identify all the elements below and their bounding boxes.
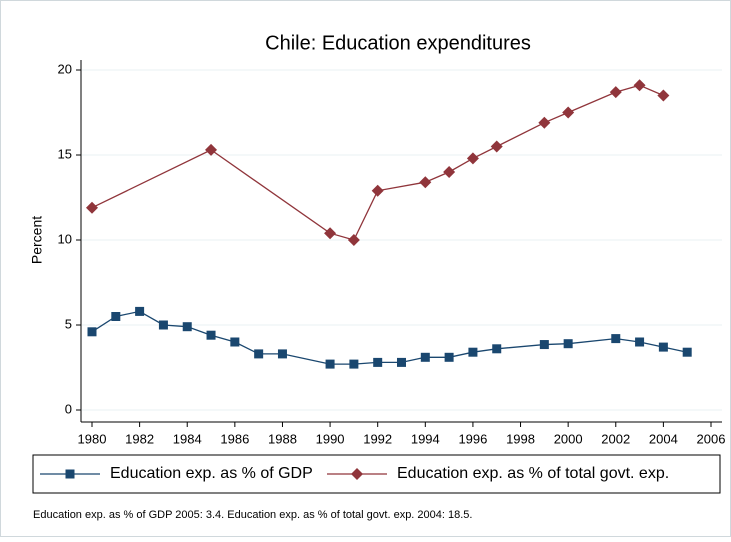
y-tick-label: 15 bbox=[58, 146, 72, 161]
data-point bbox=[86, 201, 98, 214]
data-point bbox=[443, 166, 456, 178]
x-tick-label: 1990 bbox=[316, 431, 345, 446]
y-axis-label: Percent bbox=[29, 216, 45, 264]
data-point bbox=[206, 330, 216, 340]
data-point bbox=[397, 357, 406, 367]
chart-title: Chile: Education expenditures bbox=[265, 32, 531, 54]
data-point bbox=[419, 176, 432, 189]
data-point bbox=[562, 106, 575, 119]
data-point bbox=[371, 184, 384, 197]
x-tick-label: 1994 bbox=[411, 431, 440, 446]
y-tick-label: 20 bbox=[58, 61, 72, 76]
data-point bbox=[205, 143, 218, 156]
y-tick-label: 0 bbox=[65, 401, 72, 416]
data-point bbox=[277, 349, 287, 359]
note: Education exp. as % of GDP 2005: 3.4. Ed… bbox=[33, 509, 472, 521]
data-point bbox=[492, 344, 502, 354]
data-point bbox=[444, 352, 454, 362]
data-point bbox=[135, 306, 145, 316]
data-point bbox=[87, 327, 97, 337]
data-point bbox=[349, 359, 359, 369]
data-point bbox=[611, 334, 621, 344]
data-point bbox=[468, 347, 478, 357]
x-tick-label: 2006 bbox=[697, 431, 726, 446]
x-tick-label: 2000 bbox=[554, 431, 583, 446]
data-point bbox=[539, 340, 549, 350]
data-point bbox=[563, 339, 573, 349]
data-point bbox=[347, 234, 360, 246]
x-tick-label: 1998 bbox=[506, 431, 535, 446]
x-tick-label: 1982 bbox=[125, 431, 154, 446]
data-point bbox=[657, 89, 670, 102]
x-tick-label: 1984 bbox=[173, 431, 202, 446]
data-point bbox=[658, 342, 668, 352]
data-point bbox=[682, 347, 692, 357]
data-point bbox=[254, 349, 264, 359]
y-tick-label: 10 bbox=[58, 231, 72, 246]
data-point bbox=[230, 337, 240, 347]
x-tick-label: 2004 bbox=[649, 431, 678, 446]
data-point bbox=[111, 312, 121, 321]
data-point bbox=[324, 227, 337, 240]
x-tick-label: 1986 bbox=[220, 431, 249, 446]
data-point bbox=[466, 152, 479, 165]
legend-label: Education exp. as % of total govt. exp. bbox=[397, 465, 669, 482]
data-point bbox=[420, 352, 430, 362]
data-point bbox=[325, 359, 335, 369]
x-tick-label: 2002 bbox=[601, 431, 630, 446]
y-tick-label: 5 bbox=[65, 316, 72, 331]
legend-marker bbox=[65, 469, 75, 479]
legend-marker bbox=[351, 468, 363, 480]
data-point bbox=[609, 86, 622, 99]
data-point bbox=[158, 320, 168, 330]
data-point bbox=[633, 79, 646, 92]
x-tick-label: 1988 bbox=[268, 431, 297, 446]
data-point bbox=[373, 357, 383, 367]
data-point bbox=[635, 337, 645, 347]
x-tick-label: 1996 bbox=[458, 431, 487, 446]
data-point bbox=[490, 140, 503, 153]
data-point bbox=[182, 322, 192, 332]
legend-label: Education exp. as % of GDP bbox=[110, 465, 313, 482]
x-tick-label: 1980 bbox=[78, 431, 107, 446]
data-point bbox=[538, 116, 551, 129]
x-tick-label: 1992 bbox=[363, 431, 392, 446]
